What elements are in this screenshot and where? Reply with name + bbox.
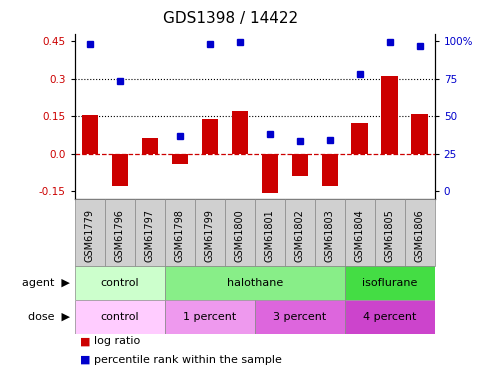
Text: GSM61797: GSM61797 <box>145 209 155 262</box>
Text: control: control <box>100 278 139 288</box>
Bar <box>345 300 435 334</box>
Text: GSM61800: GSM61800 <box>235 209 245 262</box>
Text: GDS1398 / 14422: GDS1398 / 14422 <box>163 11 298 26</box>
Text: GSM61779: GSM61779 <box>85 209 95 262</box>
Bar <box>261 154 278 192</box>
Bar <box>75 199 105 266</box>
Bar <box>82 115 98 154</box>
Text: GSM61802: GSM61802 <box>295 209 305 262</box>
Bar <box>255 300 345 334</box>
Text: 1 percent: 1 percent <box>183 312 236 322</box>
Bar <box>231 111 248 154</box>
Text: halothane: halothane <box>227 278 283 288</box>
Text: GSM61805: GSM61805 <box>385 209 395 262</box>
Bar <box>352 123 368 154</box>
Bar <box>201 119 218 154</box>
Bar <box>345 266 435 300</box>
Bar <box>382 76 398 154</box>
Bar <box>195 199 225 266</box>
Text: GSM61804: GSM61804 <box>355 209 365 262</box>
Bar <box>165 300 255 334</box>
Bar <box>412 114 428 154</box>
Text: GSM61799: GSM61799 <box>205 209 215 262</box>
Text: 3 percent: 3 percent <box>273 312 327 322</box>
Text: percentile rank within the sample: percentile rank within the sample <box>94 355 282 365</box>
Text: agent  ▶: agent ▶ <box>22 278 70 288</box>
Text: GSM61796: GSM61796 <box>115 209 125 262</box>
Bar <box>225 199 255 266</box>
Bar <box>315 199 345 266</box>
Bar <box>322 154 338 186</box>
Text: ■: ■ <box>80 336 90 346</box>
Bar <box>292 154 308 176</box>
Text: GSM61806: GSM61806 <box>415 209 425 262</box>
Text: isoflurane: isoflurane <box>362 278 417 288</box>
Bar <box>112 154 128 186</box>
Bar <box>135 199 165 266</box>
Bar <box>165 266 345 300</box>
Text: GSM61798: GSM61798 <box>175 209 185 262</box>
Bar <box>375 199 405 266</box>
Text: 4 percent: 4 percent <box>363 312 416 322</box>
Bar <box>285 199 315 266</box>
Text: control: control <box>100 312 139 322</box>
Bar <box>75 300 165 334</box>
Text: ■: ■ <box>80 355 90 365</box>
Bar <box>142 138 158 154</box>
Bar <box>75 266 165 300</box>
Bar <box>255 199 285 266</box>
Bar <box>405 199 435 266</box>
Bar <box>171 154 188 164</box>
Bar <box>345 199 375 266</box>
Bar <box>105 199 135 266</box>
Text: GSM61801: GSM61801 <box>265 209 275 262</box>
Text: GSM61803: GSM61803 <box>325 209 335 262</box>
Text: dose  ▶: dose ▶ <box>28 312 70 322</box>
Bar <box>165 199 195 266</box>
Text: log ratio: log ratio <box>94 336 141 346</box>
